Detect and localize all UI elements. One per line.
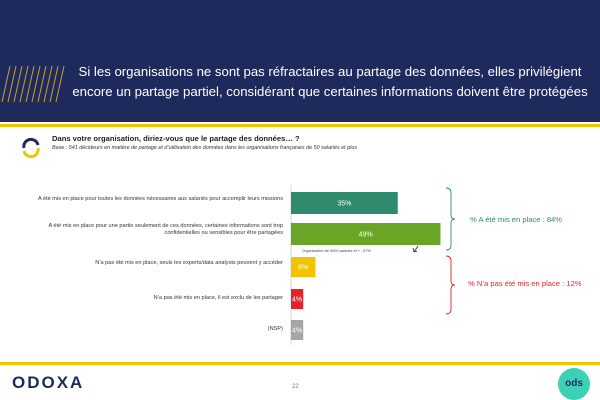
- page-title: Si les organisations ne sont pas réfract…: [72, 64, 588, 99]
- chevron-pattern-icon: [1, 65, 65, 103]
- page-number: 22: [292, 384, 299, 390]
- ods-logo: ods: [558, 368, 590, 400]
- question-base: Base : 541 décideurs en matière de parta…: [52, 145, 358, 151]
- category-label-1: A été mis en place pour une partie seule…: [48, 222, 283, 237]
- bar-value-label-4: 4%: [292, 328, 302, 335]
- bar-value-label-0: 35%: [337, 201, 351, 208]
- brace-not-implemented: [445, 255, 456, 315]
- category-label-3: N’a pas été mis en place, il est exclu d…: [153, 295, 283, 302]
- bar-0: [291, 192, 398, 214]
- bar-value-label-3: 4%: [292, 297, 302, 304]
- bottom-divider: [0, 362, 600, 365]
- header-banner: Si les organisations ne sont pas réfract…: [0, 0, 600, 122]
- annotation-arrow-icon: [412, 245, 419, 253]
- bar-3: [291, 289, 304, 309]
- group-label-not-implemented: % N’a pas été mis en place : 12%: [468, 279, 582, 288]
- bar-value-label-2: 8%: [298, 265, 308, 272]
- annotation-note: Organisation de 5000 salariés et + : 57%: [302, 249, 371, 253]
- category-label-0: A été mis en place pour toutes les donné…: [37, 195, 283, 202]
- category-label-4: (NSP): [267, 326, 283, 333]
- odoxa-logo: ODOXA: [12, 373, 85, 392]
- bar-1: [291, 223, 441, 245]
- bar-chart: 35% 49% 8% 4% 4%: [290, 185, 456, 345]
- bar-4: [291, 320, 304, 340]
- bar-2: [291, 257, 316, 277]
- top-divider: [0, 124, 600, 127]
- brace-implemented: [445, 187, 456, 251]
- question-text: Dans votre organisation, diriez-vous que…: [52, 134, 300, 143]
- group-label-implemented: % A été mis en place : 84%: [470, 215, 563, 224]
- bar-value-label-1: 49%: [359, 232, 373, 239]
- category-label-2: N’a pas été mis en place, seuls les expe…: [95, 259, 283, 266]
- question-icon: [22, 137, 40, 159]
